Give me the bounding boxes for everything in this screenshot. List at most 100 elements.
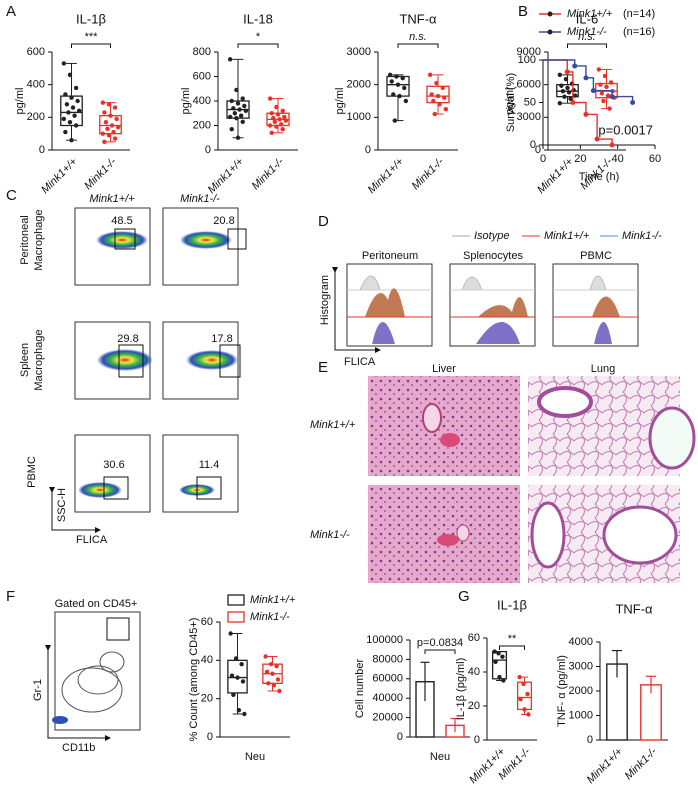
data-point [395, 82, 401, 87]
legend-swatch [227, 611, 245, 623]
panel-label: F [6, 588, 15, 605]
legend-n: (n=16) [623, 26, 655, 38]
data-point [521, 681, 526, 687]
gate-value: 48.5 [111, 215, 132, 227]
data-point [270, 671, 275, 676]
panel-label: A [6, 3, 16, 20]
data-point [234, 87, 239, 93]
data-point [242, 103, 247, 109]
legend-text: Mink1+/+ [567, 8, 613, 20]
data-point [236, 707, 242, 713]
annotation: n.s. [578, 31, 596, 43]
data-point [434, 80, 439, 86]
data-point [240, 96, 245, 101]
data-point [75, 98, 80, 104]
data-point [608, 80, 614, 85]
data-point [73, 85, 79, 91]
y-tick-label: 60 [201, 616, 213, 628]
axis-label: Gr-1 [32, 679, 44, 701]
panel-label: C [6, 187, 17, 204]
data-point [599, 91, 605, 96]
survival-line [543, 59, 613, 145]
data-point [266, 681, 271, 686]
y-tick-label: 0 [535, 144, 541, 156]
data-point [100, 131, 106, 136]
axis-arrow [49, 487, 101, 533]
y-tick-label: 20000 [372, 712, 403, 724]
y-axis-label: Survival (%) [505, 73, 517, 132]
data-point [70, 105, 76, 110]
data-point [263, 654, 268, 659]
y-tick-label: 3000 [347, 46, 371, 58]
data-point [280, 126, 285, 132]
legend-text: Mink1-/- [622, 230, 662, 242]
data-point [275, 112, 281, 117]
data-point [594, 136, 600, 142]
y-axis-label: pg/ml [504, 88, 516, 115]
data-point [274, 663, 279, 669]
y-tick-label: 400 [193, 95, 211, 107]
legend-dot [547, 11, 553, 17]
data-point [389, 79, 394, 84]
legend-swatch [227, 594, 245, 606]
annotation: * [256, 31, 261, 43]
legend-text: Isotype [474, 230, 509, 242]
data-point [66, 110, 71, 115]
data-point [231, 692, 236, 698]
data-point [103, 120, 109, 125]
data-point [283, 118, 289, 123]
data-point [572, 93, 578, 98]
y-tick-label: 0 [39, 144, 45, 156]
y-tick-label: 0 [474, 734, 480, 746]
row-label: Peritoneal [19, 215, 31, 265]
data-point [227, 57, 233, 62]
data-point [569, 81, 575, 86]
data-point [429, 92, 434, 97]
gate-value: 30.6 [103, 459, 124, 471]
flow-row: Spleen Macrophage 29.8 17.8 [19, 321, 241, 400]
data-point [112, 136, 118, 141]
y-tick-label: 2000 [347, 79, 371, 91]
data-point [269, 111, 274, 116]
chart-title: IL-1β [76, 11, 106, 26]
data-point [106, 133, 112, 138]
y-tick-label: 80000 [372, 653, 403, 665]
data-point [432, 111, 438, 117]
panel-title: PBMC [580, 250, 612, 262]
x-tick-label: Mink1-/- [82, 155, 119, 192]
row-label: PBMC [26, 456, 38, 488]
data-point [63, 92, 68, 97]
gate [118, 344, 144, 378]
y-tick-label: 1000 [347, 111, 371, 123]
data-point [229, 126, 234, 132]
y-axis-label: pg/ml [334, 88, 346, 115]
data-point [111, 129, 116, 135]
gate [196, 476, 222, 500]
chart-title: TNF-α [615, 601, 653, 616]
box [516, 681, 533, 711]
flow-density [97, 349, 153, 371]
data-point [63, 129, 68, 135]
data-point [496, 651, 501, 656]
data-point [563, 77, 569, 82]
x-tick-label: 40 [612, 153, 624, 165]
y-tick-label: 0 [530, 139, 536, 151]
y-tick-label: 9000 [517, 46, 541, 58]
data-point [403, 98, 409, 104]
legend-dot [547, 29, 553, 35]
legend-text: Mink1-/- [567, 26, 607, 38]
data-point [268, 661, 274, 667]
data-point [598, 82, 603, 87]
y-tick-label: 60 [468, 632, 480, 644]
chart-title: IL-18 [243, 11, 273, 26]
axis-label: FLICA [76, 534, 108, 546]
data-point [440, 85, 445, 91]
x-tick-label: 0 [540, 153, 546, 165]
y-axis-label: TNF- α (pg/ml) [556, 655, 568, 727]
data-point [100, 100, 106, 105]
data-point [264, 669, 270, 675]
data-point [526, 712, 531, 717]
data-point [564, 69, 570, 75]
data-point [596, 67, 602, 72]
data-point [233, 656, 239, 661]
